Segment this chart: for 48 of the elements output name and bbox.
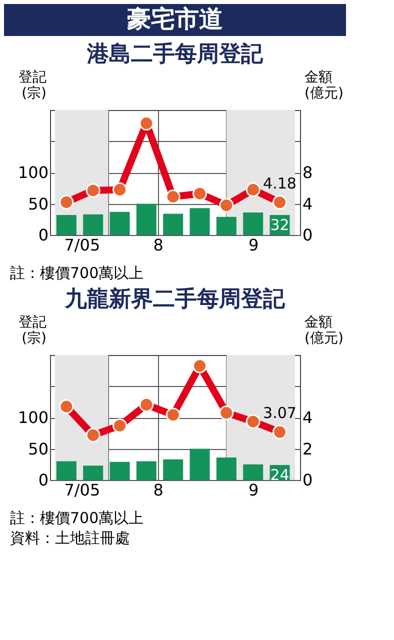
chart-title: 九龍新界二手每周登記 (64, 286, 286, 312)
x-tick-label: 9 (248, 480, 259, 500)
y2-axis-title: 金額 (億元) (304, 314, 344, 346)
bar (216, 216, 236, 235)
y-axis-title: 登記 (宗) (18, 70, 46, 102)
bar (56, 215, 76, 235)
x-tick-label: 7/05 (64, 480, 100, 500)
data-label: 24 (270, 466, 290, 484)
bar (110, 462, 130, 480)
bar (163, 459, 184, 480)
text: 註：樓價700萬以上 (10, 509, 144, 527)
text: 資料：土地註冊處 (10, 529, 130, 547)
x-tick-label: 8 (153, 236, 164, 254)
data-label: 32 (270, 216, 290, 234)
bar (163, 214, 184, 235)
y-tick-label: 0 (38, 470, 48, 490)
x-tick-label: 9 (248, 236, 259, 254)
y-tick-label: 50 (28, 439, 48, 458)
data-label: 3.07 (263, 404, 296, 422)
x-tick-label: 8 (153, 480, 164, 500)
y2-tick-label: 4 (302, 408, 313, 427)
bar (243, 212, 264, 235)
bar (110, 212, 130, 235)
bar (83, 466, 104, 480)
bar (190, 448, 210, 480)
text: 豪宅市道 (127, 5, 223, 33)
y-tick-label: 100 (18, 408, 48, 427)
bar (216, 458, 236, 480)
y-tick-label: 50 (28, 194, 48, 214)
data-label: 4.18 (263, 174, 296, 192)
chart-title: 港島二手每周登記 (86, 42, 264, 67)
bar (136, 204, 156, 235)
bar (136, 461, 156, 480)
y-tick-label: 100 (18, 163, 48, 182)
bar (56, 461, 76, 480)
bar (83, 214, 104, 235)
y-tick-label: 0 (38, 226, 48, 244)
text: 註：樓價700萬以上 (10, 264, 144, 282)
y2-tick-label: 0 (302, 470, 313, 490)
y-axis-title: 登記 (宗) (18, 314, 46, 346)
y2-tick-label: 0 (302, 226, 313, 244)
y2-tick-label: 2 (302, 439, 313, 458)
bar (243, 464, 264, 480)
bar (190, 208, 210, 235)
x-tick-label: 7/05 (64, 236, 100, 254)
y2-tick-label: 4 (302, 194, 313, 214)
y2-axis-title: 金額 (億元) (304, 70, 344, 102)
y2-tick-label: 8 (302, 163, 313, 182)
